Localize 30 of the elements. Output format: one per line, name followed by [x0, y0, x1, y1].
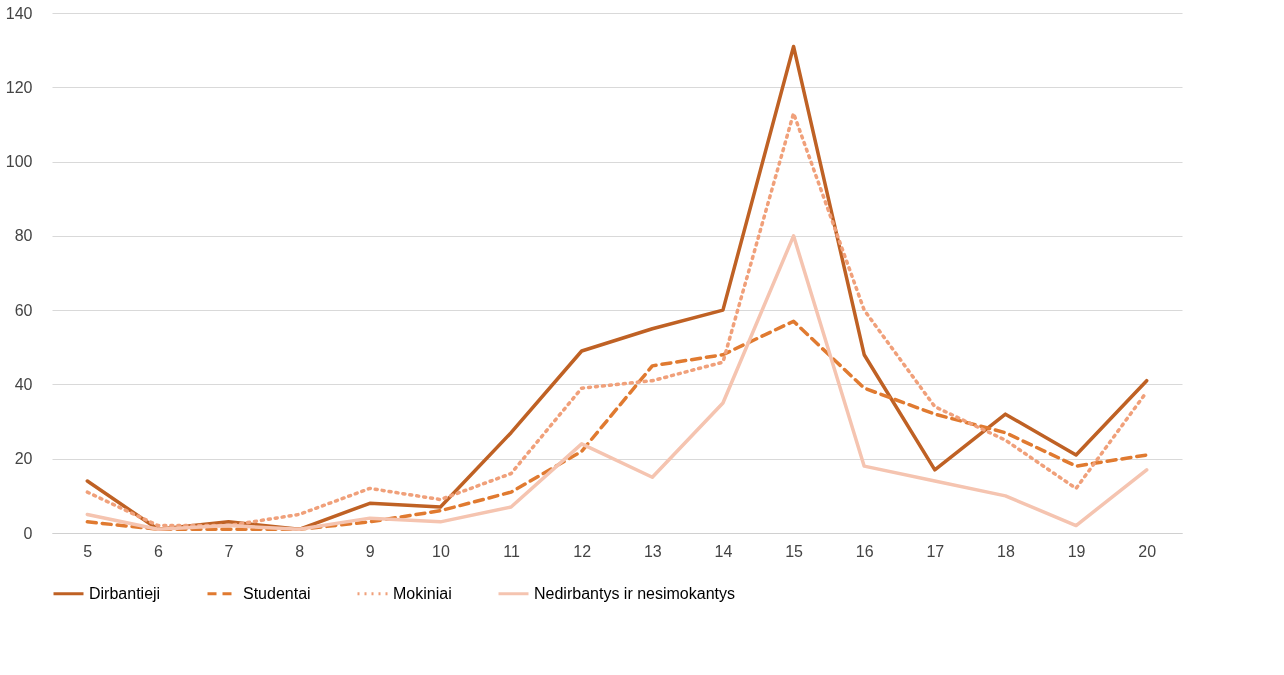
x-tick-label: 18 — [997, 542, 1015, 560]
x-tick-label: 13 — [643, 542, 662, 560]
x-tick-label: 19 — [1067, 542, 1086, 560]
x-tick-label: 9 — [365, 542, 375, 560]
x-tick-label: 6 — [153, 542, 163, 560]
x-tick-label: 14 — [714, 542, 733, 560]
line-series — [85, 319, 1149, 532]
y-tick-label: 40 — [14, 375, 33, 393]
x-tick-label: 15 — [785, 542, 804, 560]
legend-label: Dirbantieji — [89, 584, 161, 602]
x-tick-label: 8 — [295, 542, 305, 560]
x-tick-label: 17 — [926, 542, 945, 560]
legend-label: Studentai — [243, 584, 311, 602]
x-tick-label: 10 — [432, 542, 450, 560]
y-tick-label: 80 — [14, 227, 33, 245]
legend-label: Mokiniai — [393, 584, 452, 602]
x-tick-label: 7 — [224, 542, 234, 560]
x-tick-label: 20 — [1138, 542, 1157, 560]
y-tick-label: 60 — [14, 301, 33, 319]
y-tick-label: 20 — [14, 450, 33, 468]
y-tick-label: 0 — [23, 524, 33, 542]
x-tick-label: 11 — [503, 542, 520, 560]
line-series — [85, 234, 1149, 532]
y-tick-label: 140 — [5, 4, 33, 22]
y-tick-label: 100 — [5, 153, 33, 171]
x-tick-label: 12 — [573, 542, 592, 560]
legend-label: Nedirbantys ir nesimokantys — [534, 584, 735, 602]
y-tick-label: 120 — [5, 78, 33, 96]
x-tick-label: 16 — [855, 542, 874, 560]
x-tick-label: 5 — [83, 542, 93, 560]
